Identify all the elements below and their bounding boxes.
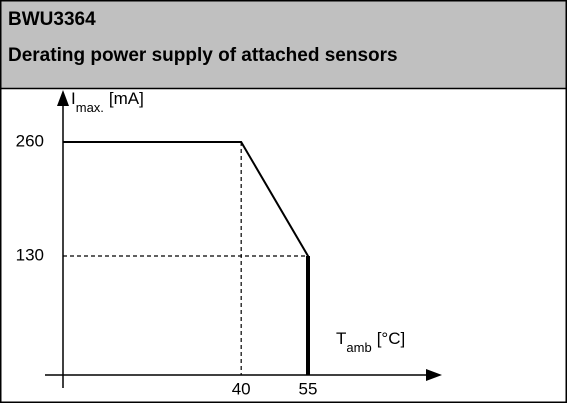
x-tick-label: 55 <box>299 379 318 398</box>
x-label-sub: amb <box>346 340 371 355</box>
y-label-sub: max. <box>76 100 104 115</box>
x-tick-label: 40 <box>232 379 251 398</box>
x-axis-arrow <box>426 369 442 381</box>
y-axis-arrow <box>57 90 69 106</box>
y-axis-label: Imax. [mA] <box>71 89 144 115</box>
y-tick-label: 260 <box>16 131 44 150</box>
y-tick-label: 130 <box>16 245 44 264</box>
x-axis-label: Tamb [°C] <box>336 329 405 355</box>
y-label-unit: [mA] <box>109 89 144 108</box>
x-label-symbol: T <box>336 329 346 348</box>
x-label-unit: [°C] <box>377 329 406 348</box>
y-label-symbol: I <box>71 89 76 108</box>
chart-title: BWU3364 <box>8 9 96 30</box>
header-bg <box>0 0 567 89</box>
chart-subtitle: Derating power supply of attached sensor… <box>8 45 398 66</box>
